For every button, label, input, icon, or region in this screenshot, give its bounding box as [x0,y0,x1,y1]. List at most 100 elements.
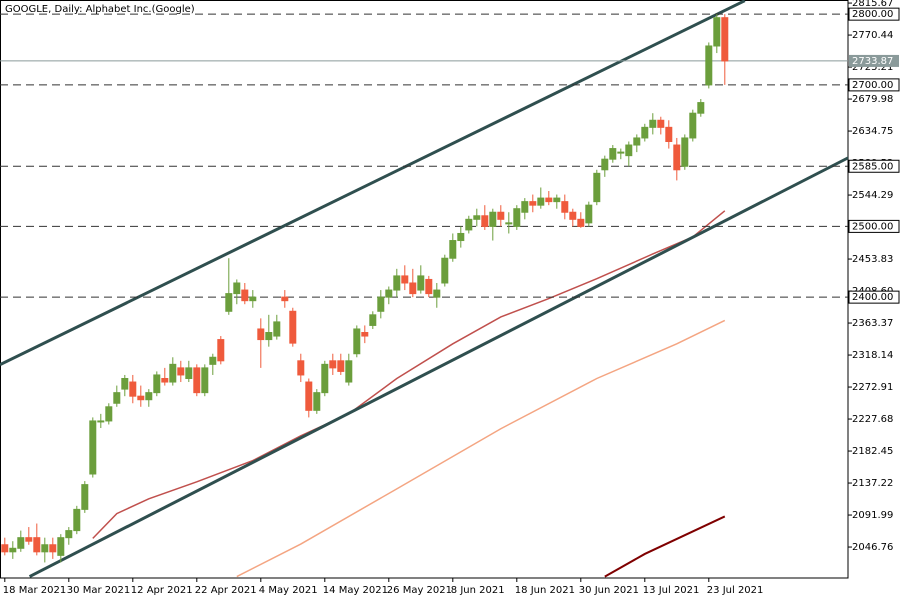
x-tick-label: 12 Apr 2021 [131,585,193,596]
candle-body [161,377,169,383]
x-tick-label: 18 Mar 2021 [3,585,66,596]
candle-body [225,293,233,312]
x-tick-label: 18 Jun 2021 [515,585,575,596]
candle-body [449,240,457,259]
y-tick-label: 2544.29 [852,190,893,201]
candle-body [17,537,25,549]
x-tick-label: 30 Jun 2021 [579,585,639,596]
level-label-box [848,78,900,92]
candle-body [697,102,705,114]
candle-body [81,484,89,510]
candle-body [153,374,161,394]
level-label: 2585.00 [852,161,893,172]
candle-body [137,395,145,401]
candle-body [281,296,289,302]
candle-body [505,222,513,225]
candle-body [425,278,433,295]
candle-body [457,232,465,242]
level-label-box [848,159,900,173]
candle-body [521,201,529,213]
x-tick-label: 8 Jun 2021 [451,585,505,596]
x-tick-label: 22 Apr 2021 [195,585,257,596]
candle-body [433,289,441,298]
candle-body [97,420,105,423]
candle-body [313,392,321,411]
candle-body [537,197,545,206]
candle-body [337,360,345,372]
candle-body [321,363,329,394]
level-label-box [848,290,900,304]
candle-body [665,126,673,142]
candle-body [209,356,217,365]
candle-body [1,544,9,553]
candle-body [385,289,393,298]
y-tick-label: 2634.75 [852,126,893,137]
x-tick-label: 4 May 2021 [259,585,318,596]
y-tick-label: 2272.91 [852,382,893,393]
candle-body [561,201,569,213]
candle-body [305,381,313,411]
axes: 2815.672770.442725.212679.982634.752589.… [3,0,900,596]
candle-body [113,392,121,404]
x-tick-label: 23 Jul 2021 [707,585,764,596]
candle-body [57,537,65,556]
candle-body [273,321,281,337]
candle-body [473,215,481,220]
plot [0,0,848,578]
candle-body [65,530,73,539]
candle-body [633,137,641,146]
candle-body [249,296,257,302]
candle-body [193,367,201,394]
candle-body [377,296,385,312]
candle-body [49,544,57,553]
y-tick-label: 2137.22 [852,478,893,489]
y-tick-label: 2046.76 [852,542,893,553]
y-tick-label: 2770.44 [852,30,893,41]
y-tick-label: 2091.99 [852,510,893,521]
y-tick-label: 2725.21 [852,62,893,73]
candle-body [641,126,649,139]
candle-body [441,257,449,284]
candle-body [217,339,225,362]
x-tick-label: 14 May 2021 [323,585,388,596]
y-tick-label: 2182.45 [852,446,893,457]
candle-body [721,17,729,62]
candle-body [9,547,17,553]
candle-body [89,420,97,475]
y-tick-label: 2363.37 [852,318,893,329]
candle-body [409,282,417,295]
candle-body [369,314,377,326]
candle-body [705,45,713,86]
candle-body [41,544,49,553]
x-tick-label: 30 Mar 2021 [67,585,130,596]
candle-body [513,208,521,227]
candle-body [649,119,657,128]
candle-body [233,282,241,295]
level-label-box [848,7,900,21]
candle-body [545,197,553,203]
candle-body [465,218,473,231]
candle-body [169,363,177,383]
chart-title: GOOGLE, Daily: Alphabet Inc.(Google) [5,4,195,15]
level-label: 2800.00 [852,9,893,20]
level-label: 2500.00 [852,221,893,232]
candle-body [569,211,577,220]
candle-body [257,328,265,341]
candle-body [73,508,81,532]
candle-body [345,360,353,383]
candle-body [353,328,361,355]
candle-body [489,211,497,227]
candle-body [553,197,561,203]
candle-body [329,360,337,369]
candle-body [241,289,249,302]
candle-body [497,211,505,220]
candle-body [33,537,41,553]
candle-body [297,360,305,376]
candle-body [25,537,33,542]
price-label: 2733.87 [852,56,893,67]
price-label-box [849,54,899,67]
y-tick-label: 2679.98 [852,94,893,105]
level-label-box [848,219,900,233]
candle-body [121,377,129,390]
